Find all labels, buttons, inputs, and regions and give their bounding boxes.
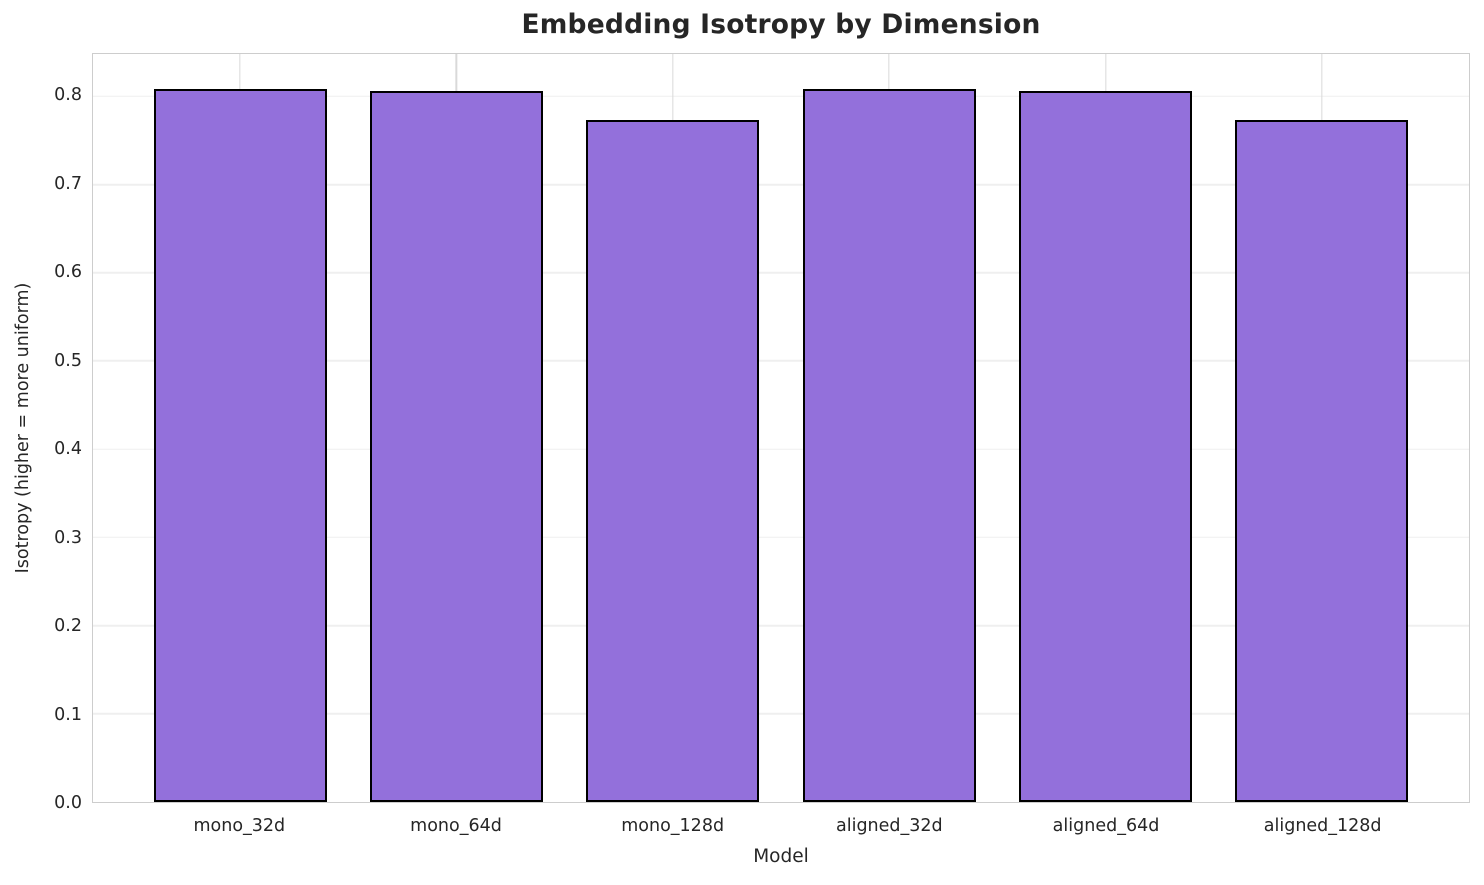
y-tick-labels: 0.0 0.1 0.2 0.3 0.4 0.5 0.6 0.7 0.8 [0,53,82,813]
x-tick-label: aligned_128d [1263,816,1382,836]
x-tick-labels: mono_32d mono_64d mono_128d aligned_32d alig… [92,814,1470,842]
bar-aligned_32d [802,89,976,802]
horizontal-gridline [93,448,1469,450]
horizontal-gridline [93,95,1469,98]
x-tick-label: mono_128d [621,816,725,836]
horizontal-gridline [93,536,1469,539]
y-tick-label: 0.2 [54,616,82,637]
y-tick-label: 0.0 [54,793,82,813]
horizontal-gridline [93,183,1469,186]
x-tick-label: aligned_32d [836,816,943,836]
y-tick-label: 0.1 [54,704,82,725]
horizontal-gridline [93,624,1469,627]
x-tick-label: aligned_64d [1052,816,1160,836]
y-tick-label: 0.3 [54,527,82,548]
y-tick-label: 0.4 [54,439,82,460]
y-tick-label: 0.7 [54,173,82,194]
bar-aligned_128d [1235,120,1409,802]
x-tick-label: mono_64d [410,816,502,836]
horizontal-gridline [93,272,1469,274]
horizontal-gridline [93,713,1469,715]
chart-title: Embedding Isotropy by Dimension [521,9,1041,40]
horizontal-gridline [93,360,1469,362]
bar-mono_64d [369,91,543,802]
bar-mono_32d [153,89,327,802]
y-tick-label: 0.8 [54,85,82,106]
bar-mono_128d [586,120,760,802]
x-tick-label: mono_32d [193,816,286,836]
bar-aligned_64d [1018,91,1193,802]
y-tick-label: 0.5 [54,350,82,371]
y-tick-label: 0.6 [54,262,82,283]
plot-area [92,53,1470,803]
x-axis-label: Model [753,846,809,867]
